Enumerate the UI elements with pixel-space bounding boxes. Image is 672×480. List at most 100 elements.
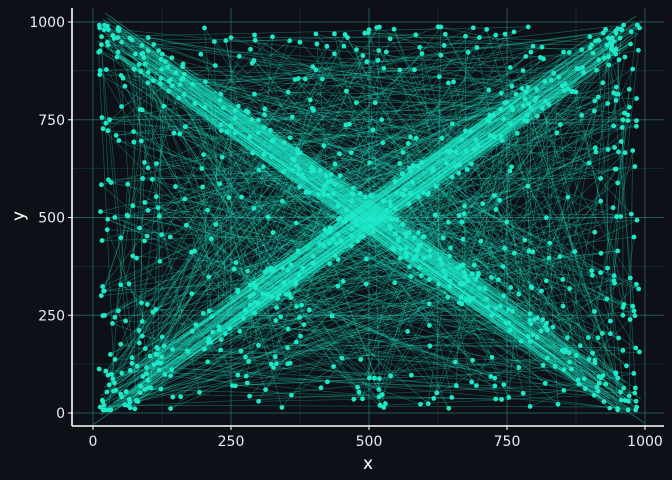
series-line-segment bbox=[252, 62, 561, 125]
series-line-segment bbox=[528, 103, 631, 279]
data-point bbox=[408, 274, 414, 279]
data-point bbox=[136, 328, 142, 333]
data-point bbox=[370, 229, 376, 235]
series-line-segment bbox=[105, 122, 609, 150]
data-point bbox=[292, 77, 298, 82]
data-point bbox=[294, 163, 300, 169]
data-point bbox=[332, 181, 338, 187]
data-point bbox=[256, 342, 261, 348]
series-line-segment bbox=[114, 50, 579, 380]
data-point bbox=[301, 322, 307, 327]
series-line-segment bbox=[254, 22, 635, 293]
series-line-segment bbox=[529, 51, 532, 321]
series-line-segment bbox=[518, 110, 595, 295]
series-line-segment bbox=[546, 275, 615, 324]
series-line-segment bbox=[131, 362, 636, 411]
series-line-segment bbox=[249, 146, 572, 376]
series-line-segment bbox=[113, 84, 575, 412]
series-line-segment bbox=[118, 140, 492, 316]
data-point bbox=[349, 226, 355, 231]
data-point bbox=[278, 314, 284, 320]
data-point bbox=[527, 404, 533, 409]
data-point bbox=[350, 213, 355, 219]
data-point bbox=[492, 375, 498, 381]
data-point bbox=[468, 129, 473, 135]
data-point bbox=[300, 265, 306, 271]
series-line-segment bbox=[610, 112, 625, 334]
series-line-segment bbox=[122, 77, 544, 366]
series-line-segment bbox=[467, 52, 609, 150]
data-point bbox=[418, 401, 423, 407]
series-line-segment bbox=[99, 24, 385, 408]
series-line-segment bbox=[324, 46, 543, 186]
series-line-segment bbox=[118, 140, 560, 258]
series-line-segment bbox=[144, 106, 630, 242]
data-point bbox=[161, 343, 167, 349]
data-point bbox=[115, 35, 121, 40]
data-point bbox=[526, 248, 532, 254]
data-point bbox=[592, 145, 598, 151]
data-point bbox=[357, 191, 363, 196]
x-tick-label: 750 bbox=[494, 434, 521, 450]
series-line-segment bbox=[116, 60, 599, 403]
series-line-segment bbox=[118, 310, 133, 358]
data-point bbox=[511, 29, 517, 35]
data-point bbox=[176, 95, 182, 101]
data-point bbox=[391, 26, 397, 32]
data-point bbox=[516, 365, 522, 370]
series-line-segment bbox=[588, 120, 629, 360]
series-line-segment bbox=[173, 132, 339, 220]
data-point bbox=[223, 331, 228, 337]
data-point bbox=[471, 146, 477, 152]
data-point bbox=[488, 374, 494, 379]
data-point bbox=[465, 49, 471, 55]
data-point bbox=[243, 108, 249, 114]
series-line-segment bbox=[410, 166, 635, 194]
series-line-segment bbox=[347, 37, 520, 368]
data-point bbox=[159, 232, 165, 238]
series-line-segment bbox=[193, 77, 509, 302]
data-point bbox=[409, 372, 414, 378]
data-point bbox=[525, 183, 531, 189]
series-line-segment bbox=[343, 222, 605, 402]
data-point bbox=[441, 43, 447, 48]
data-point bbox=[527, 339, 533, 344]
series-line-segment bbox=[111, 121, 484, 386]
data-point bbox=[360, 53, 366, 59]
data-point bbox=[112, 357, 118, 362]
series-line-segment bbox=[335, 115, 490, 185]
data-point bbox=[126, 281, 132, 287]
series-line-segment bbox=[410, 141, 622, 277]
series-line-segment bbox=[263, 127, 315, 171]
data-point bbox=[507, 168, 513, 174]
data-point bbox=[287, 38, 293, 44]
series-line-segment bbox=[161, 118, 236, 338]
series-line-segment bbox=[219, 298, 607, 330]
data-point bbox=[252, 299, 258, 305]
data-point bbox=[502, 31, 508, 37]
data-point bbox=[469, 271, 475, 277]
series-line-segment bbox=[147, 85, 563, 211]
series-line-segment bbox=[522, 70, 618, 410]
series-line-segment bbox=[264, 114, 507, 223]
data-point bbox=[351, 396, 357, 402]
data-point bbox=[611, 123, 617, 129]
series-line-segment bbox=[423, 115, 491, 259]
series-line-segment bbox=[370, 93, 517, 197]
series-line-segment bbox=[235, 378, 380, 387]
data-point bbox=[256, 398, 261, 404]
series-line-segment bbox=[438, 26, 534, 47]
series-line-segment bbox=[107, 42, 295, 161]
data-points bbox=[96, 22, 642, 413]
data-point bbox=[269, 138, 275, 144]
data-point bbox=[154, 161, 159, 167]
data-point bbox=[600, 80, 606, 86]
data-point bbox=[353, 222, 359, 228]
series-line-segment bbox=[343, 90, 565, 223]
data-point bbox=[177, 131, 183, 137]
data-point bbox=[348, 150, 354, 156]
data-point bbox=[418, 242, 423, 248]
series-line-segment bbox=[356, 49, 602, 254]
series-line-segment bbox=[245, 99, 311, 377]
data-point bbox=[525, 24, 531, 30]
